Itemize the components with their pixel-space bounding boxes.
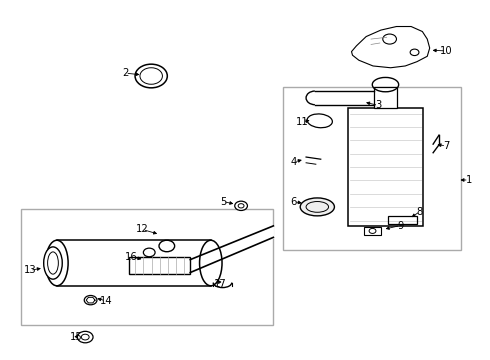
Text: 7: 7: [443, 141, 449, 151]
Circle shape: [159, 240, 174, 252]
Circle shape: [383, 34, 396, 44]
Text: 2: 2: [122, 68, 128, 78]
Text: 11: 11: [296, 117, 309, 127]
Text: 9: 9: [397, 221, 404, 230]
Bar: [364, 227, 381, 234]
Bar: [57, 240, 211, 286]
Polygon shape: [351, 27, 430, 68]
Text: 5: 5: [220, 197, 226, 207]
Text: 1: 1: [466, 175, 472, 185]
Ellipse shape: [199, 240, 222, 286]
Text: 15: 15: [70, 332, 83, 342]
Circle shape: [235, 201, 247, 211]
Ellipse shape: [46, 240, 68, 286]
Circle shape: [84, 296, 97, 305]
Text: 6: 6: [291, 197, 297, 207]
Ellipse shape: [300, 198, 334, 216]
Circle shape: [410, 49, 419, 55]
Circle shape: [144, 248, 155, 257]
Text: 17: 17: [214, 279, 227, 289]
Bar: [129, 257, 190, 274]
Bar: [388, 216, 416, 224]
Text: 8: 8: [417, 207, 423, 217]
Text: 10: 10: [440, 46, 453, 56]
Text: 14: 14: [99, 296, 112, 306]
Text: 12: 12: [136, 225, 149, 234]
Bar: [347, 108, 423, 226]
Bar: [21, 209, 273, 325]
Bar: [374, 87, 397, 108]
Bar: [283, 87, 462, 250]
Text: 13: 13: [24, 265, 36, 275]
Ellipse shape: [44, 247, 62, 279]
Circle shape: [77, 331, 93, 343]
Text: 4: 4: [291, 157, 297, 167]
Text: 3: 3: [375, 100, 382, 111]
Text: 16: 16: [125, 252, 138, 262]
